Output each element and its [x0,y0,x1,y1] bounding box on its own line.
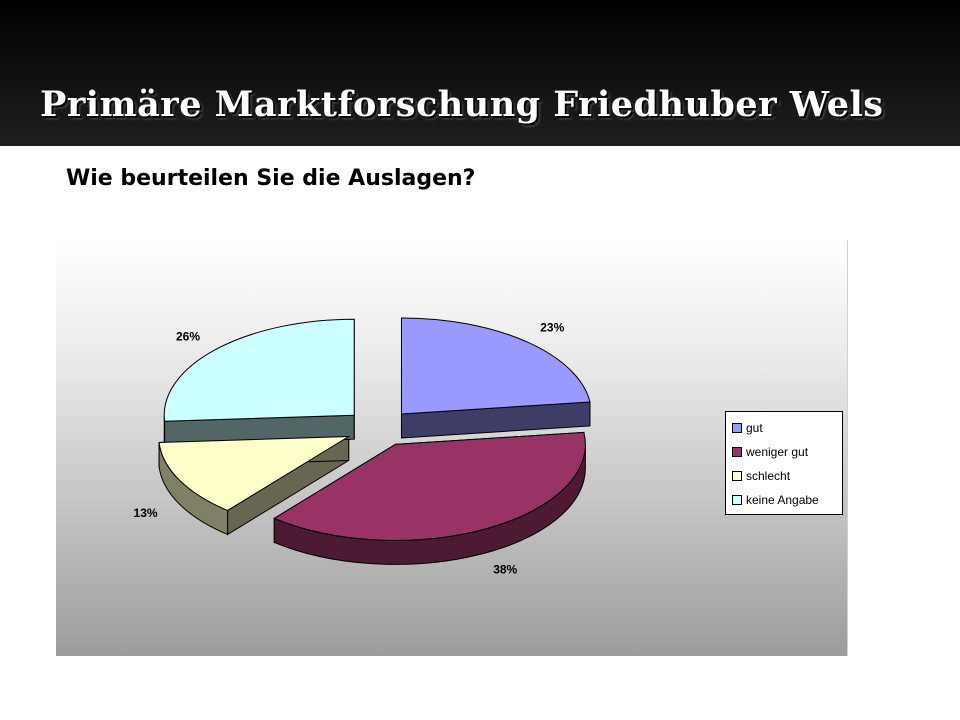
legend-label: weniger gut [746,445,808,459]
legend-swatch [732,423,742,433]
legend-swatch [732,447,742,457]
legend-swatch [732,495,742,505]
question-heading: Wie beurteilen Sie die Auslagen? [66,166,475,191]
legend-item: keine Angabe [726,488,842,512]
pie-percent-label: 23% [540,321,564,335]
legend-swatch [732,471,742,481]
pie-percent-label: 13% [134,506,158,520]
legend-label: gut [746,421,763,435]
chart-legend: gut weniger gut schlecht keine Angabe [725,411,843,515]
legend-item: schlecht [726,464,842,488]
pie-percent-label: 38% [493,562,517,576]
legend-item: weniger gut [726,440,842,464]
legend-item: gut [726,416,842,440]
legend-label: schlecht [746,469,790,483]
pie-percent-label: 26% [176,329,200,343]
legend-label: keine Angabe [746,493,819,507]
slide-title: Primäre Marktforschung Friedhuber Wels [40,84,883,125]
